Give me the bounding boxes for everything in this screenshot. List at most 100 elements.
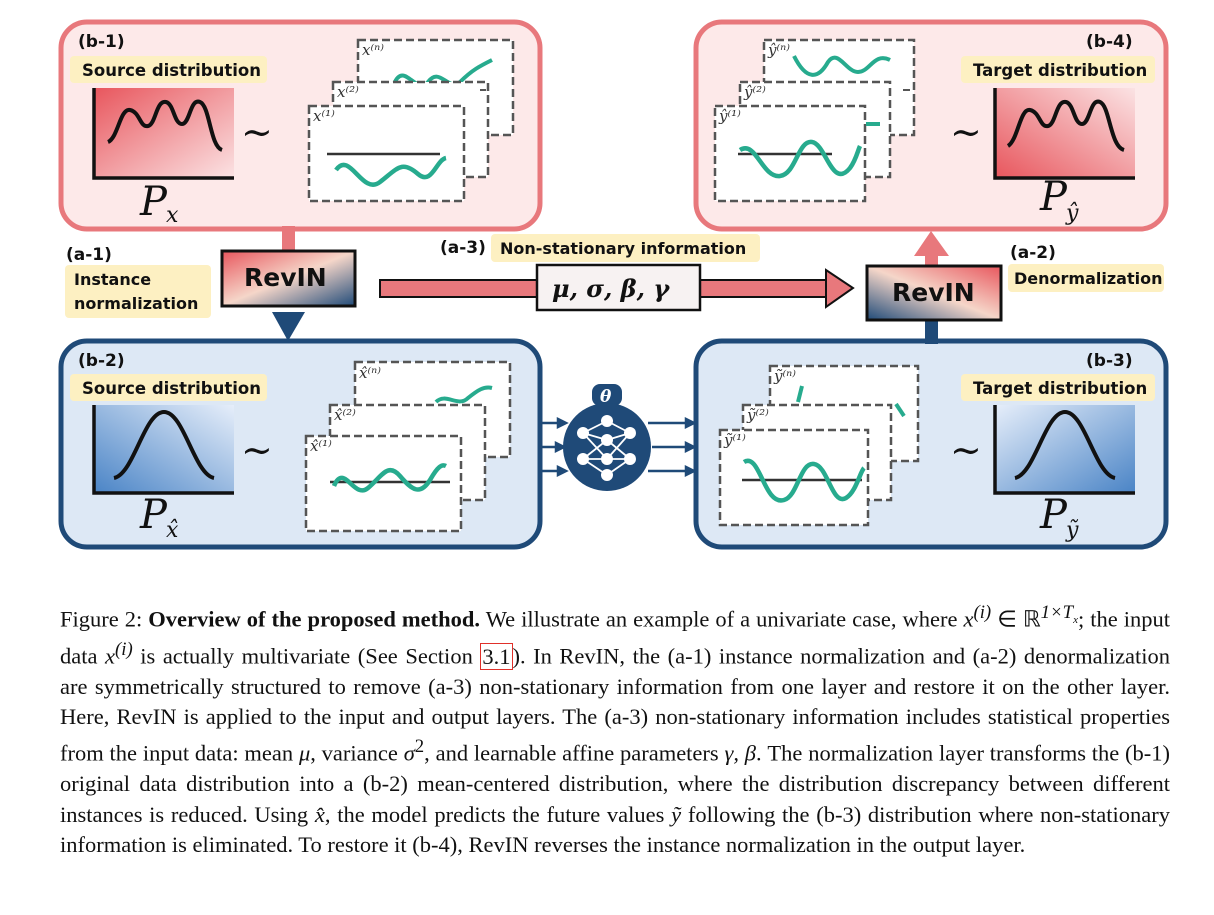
window-label: ỹ⁽²⁾	[746, 406, 769, 424]
caption-text: is actually multivariate (See Section	[140, 643, 473, 669]
distribution-label: Target distribution	[973, 61, 1147, 80]
distribution-subscript: x	[166, 203, 179, 228]
down-arrow	[272, 312, 305, 341]
window-label: ỹ⁽¹⁾	[723, 431, 746, 449]
figure-number: Figure 2:	[60, 606, 143, 632]
stats-box	[535, 263, 702, 312]
panel-b4: (b-4) Target distribution P ŷ ∼ ŷ⁽ⁿ⁾ ŷ⁽²…	[693, 19, 1169, 232]
a2-label: Denormalization	[1014, 269, 1162, 288]
math-R-exponent-sub: x	[1073, 613, 1079, 626]
a1-label-line1: Instance	[74, 270, 151, 289]
math-R-exponent: 1×T	[1040, 602, 1074, 623]
caption-title: Overview of the proposed method.	[148, 606, 481, 632]
sim-symbol: ∼	[241, 110, 273, 154]
model-circle	[563, 403, 651, 491]
distribution-label: Target distribution	[973, 379, 1147, 398]
math-in-R: ∈ ℝ	[997, 606, 1041, 632]
caption-text: ; the input data	[60, 606, 1171, 669]
panel-b2: (b-2) Source distribution P x̂ ∼ x̂⁽ⁿ⁾ x…	[58, 338, 543, 550]
window-1	[718, 428, 870, 527]
arrow-stem	[282, 226, 295, 253]
caption-text: , the model predicts the future values	[324, 801, 665, 827]
section-ref-link[interactable]: 3.1	[480, 642, 513, 670]
gaussian-density-curve	[113, 409, 215, 480]
math-sigma: σ	[403, 740, 415, 766]
caption-text: ). In RevIN, the (a-1) instance normaliz…	[60, 643, 1171, 766]
non-stationary-info-arrow: μ, σ, β, γ	[379, 263, 855, 312]
math-x: x	[963, 606, 974, 632]
sim-symbol: ∼	[241, 428, 273, 472]
label-highlight	[1008, 264, 1164, 292]
panel-b1: (b-1) Source distribution P x ∼ x⁽ⁿ⁾ x⁽²…	[58, 19, 543, 232]
model-output-arrows	[648, 416, 697, 478]
model-input-arrows	[540, 416, 569, 478]
window-stack: ŷ⁽ⁿ⁾ ŷ⁽²⁾ ŷ⁽¹⁾	[713, 38, 916, 203]
window-label: x̂⁽¹⁾	[310, 437, 332, 455]
math-mu: μ	[298, 740, 311, 766]
distribution-label: Source distribution	[82, 61, 261, 80]
math-superscript: (i)	[115, 639, 133, 661]
math-superscript: (i)	[973, 602, 992, 623]
a1-label-line2: normalization	[74, 294, 198, 313]
caption-text: , variance	[310, 740, 398, 766]
window-stack: x⁽ⁿ⁾ x⁽²⁾ x⁽¹⁾	[307, 38, 515, 203]
distribution-label: Source distribution	[82, 379, 261, 398]
sim-symbol: ∼	[950, 110, 982, 154]
window-label: ŷ⁽¹⁾	[718, 107, 741, 125]
caption-text: following the (b-3) distribution where n…	[60, 801, 1171, 857]
series-curve	[742, 458, 866, 503]
distribution-symbol: P	[1039, 174, 1068, 220]
revin-normalization-block: RevIN	[220, 249, 357, 308]
multimodal-density-curve	[1006, 99, 1126, 152]
series-curve	[738, 139, 863, 179]
theta-tab	[592, 384, 622, 406]
window-stack: x̂⁽ⁿ⁾ x̂⁽²⁾ x̂⁽¹⁾	[304, 360, 512, 533]
panel-tag: (b-3)	[1086, 351, 1133, 371]
up-arrow	[914, 231, 949, 256]
gaussian-density-curve	[1014, 409, 1116, 480]
window-label: x⁽²⁾	[337, 83, 359, 101]
math-x: x	[105, 643, 116, 669]
window-stack: ỹ⁽ⁿ⁾ ỹ⁽²⁾ ỹ⁽¹⁾	[718, 364, 920, 527]
revin-denormalization-block: RevIN	[865, 264, 1003, 322]
label-highlight	[70, 56, 267, 83]
label-highlight	[70, 374, 267, 401]
panel-b3: (b-3) Target distribution P ỹ ∼ ỹ⁽ⁿ⁾ ỹ⁽²…	[693, 338, 1169, 550]
window-label: x⁽¹⁾	[313, 107, 335, 125]
window-label: ŷ⁽ⁿ⁾	[767, 41, 790, 59]
sim-symbol: ∼	[950, 428, 982, 472]
series-curve	[334, 155, 447, 187]
revin-label: RevIN	[244, 263, 327, 292]
distribution-subscript: x̂	[166, 518, 179, 543]
distribution-symbol: P	[139, 492, 168, 538]
panel-tag: (b-4)	[1086, 32, 1133, 52]
distribution-subscript: ŷ	[1065, 201, 1079, 226]
arrow-stem	[925, 318, 938, 344]
figure-caption: Figure 2: Overview of the proposed metho…	[60, 598, 1170, 860]
math-sigma-exponent: 2	[414, 736, 425, 758]
panel-tag: (b-2)	[78, 351, 125, 371]
distribution-subscript: ỹ	[1065, 518, 1079, 543]
label-highlight	[961, 374, 1155, 401]
revin-label: RevIN	[892, 278, 975, 307]
a3-label: Non-stationary information	[500, 239, 746, 258]
window-label: x⁽ⁿ⁾	[362, 41, 384, 59]
window-label: ỹ⁽ⁿ⁾	[773, 367, 796, 385]
model-network: θ	[540, 384, 697, 491]
window-1	[304, 434, 463, 533]
a2-tag: (a-2)	[1010, 243, 1056, 263]
caption-text: . The normalization layer transforms the…	[60, 740, 1171, 827]
a3-tag: (a-3)	[440, 238, 486, 258]
label-highlight	[65, 265, 211, 318]
revin-overview-diagram: (b-1) Source distribution P x ∼ x⁽ⁿ⁾ x⁽²…	[58, 19, 1169, 550]
model-theta: θ	[600, 387, 612, 407]
multimodal-density-curve	[106, 99, 224, 152]
window-label: x̂⁽ⁿ⁾	[359, 364, 381, 382]
caption-text: , and learnable affine parameters	[424, 740, 719, 766]
distribution-symbol: P	[139, 179, 168, 225]
label-highlight	[961, 56, 1155, 83]
nn-nodes	[577, 415, 636, 481]
math-ytilde: ỹ	[671, 801, 682, 827]
math-xhat: x̂	[314, 801, 325, 827]
